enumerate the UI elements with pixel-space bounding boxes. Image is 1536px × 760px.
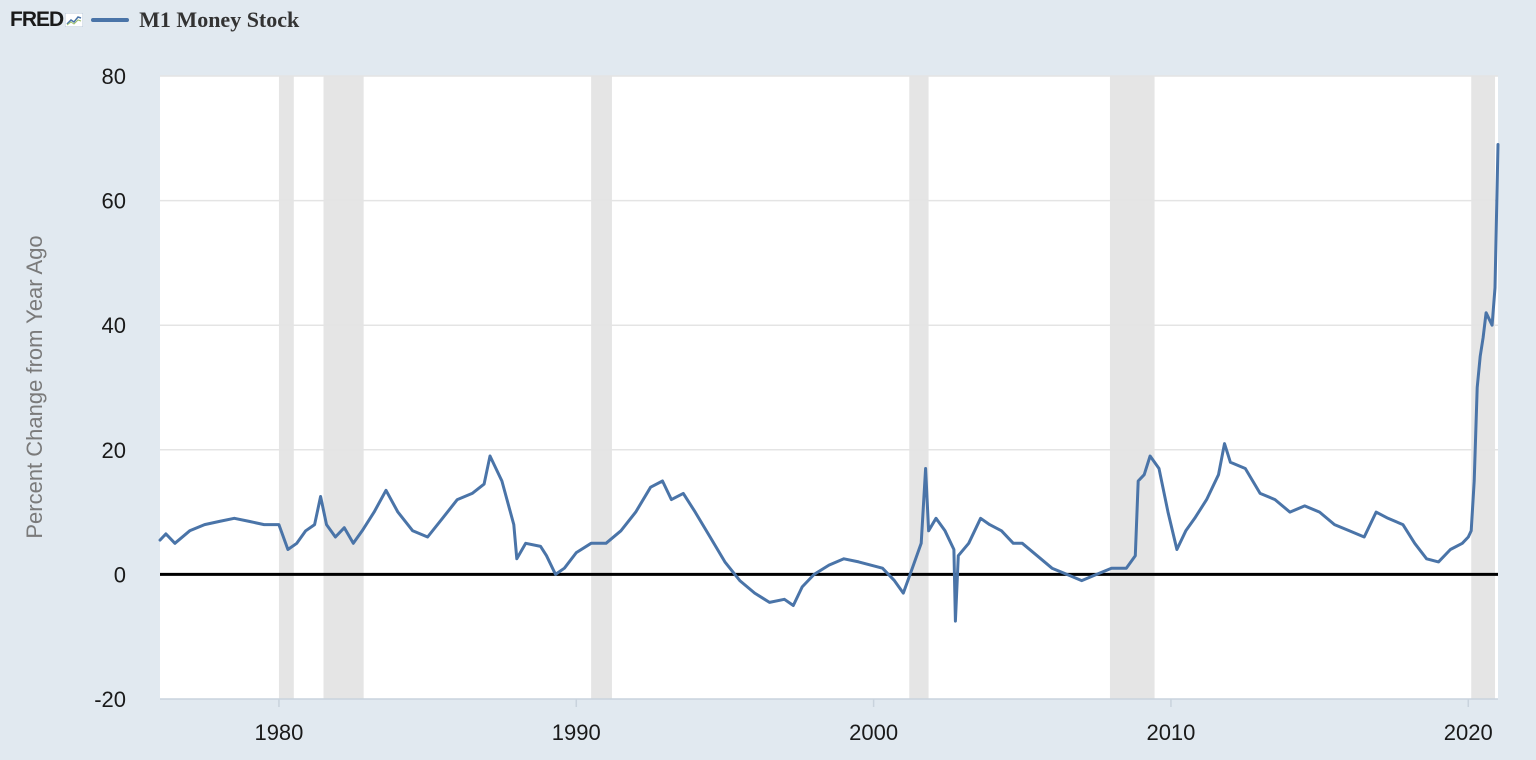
- recession-band: [591, 76, 612, 699]
- legend: M1 Money Stock: [91, 7, 299, 33]
- series-layer: [158, 143, 1500, 623]
- y-tick-label: 80: [102, 64, 126, 89]
- recession-band: [323, 76, 364, 699]
- y-axis-title: Percent Change from Year Ago: [22, 235, 47, 538]
- gridlines: [160, 75, 1498, 700]
- x-axis-ticks: 1980 1990 2000 2010 2020: [254, 699, 1493, 745]
- fred-logo-text: FRED: [10, 8, 64, 31]
- x-tick-label: 2000: [849, 720, 898, 745]
- y-tick-label: 20: [102, 438, 126, 463]
- recession-band: [278, 76, 294, 699]
- y-tick-label: 60: [102, 189, 126, 214]
- plot-area: [160, 76, 1498, 699]
- recession-band: [1471, 76, 1496, 699]
- legend-label: M1 Money Stock: [139, 7, 300, 32]
- fred-logo[interactable]: FRED: [10, 8, 84, 32]
- legend-swatch: [91, 18, 130, 22]
- y-tick-label: -20: [94, 687, 126, 712]
- x-tick-label: 2020: [1444, 720, 1493, 745]
- recession-band: [909, 76, 929, 699]
- y-tick-label: 0: [114, 562, 126, 587]
- y-axis-ticks: -20 0 20 40 60 80: [94, 64, 126, 712]
- series-line: [158, 143, 1500, 623]
- recession-band: [1109, 76, 1155, 699]
- x-tick-label: 1980: [254, 720, 303, 745]
- chart-header: FRED M1 Money Stock: [10, 4, 299, 36]
- chart-sparkline-icon: [65, 13, 84, 27]
- x-tick-label: 2010: [1146, 720, 1195, 745]
- y-tick-label: 40: [102, 313, 126, 338]
- x-tick-label: 1990: [552, 720, 601, 745]
